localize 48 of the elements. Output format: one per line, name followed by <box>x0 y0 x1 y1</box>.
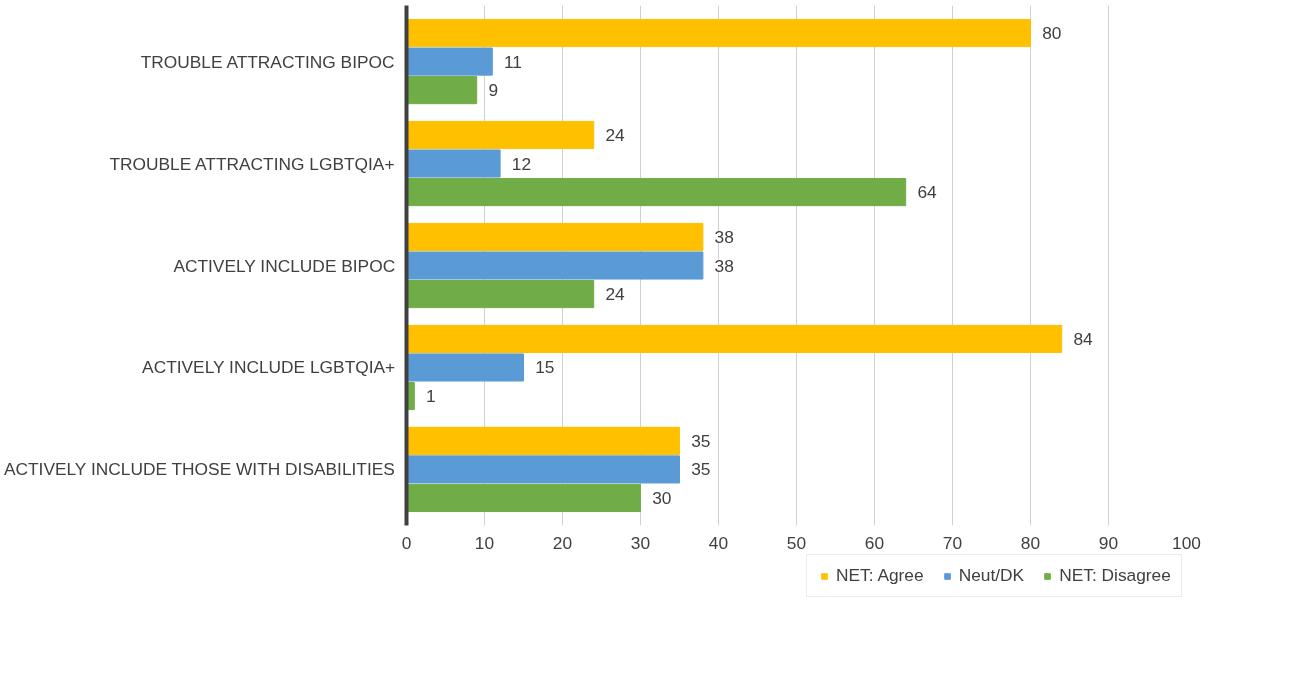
x-tick-label: 80 <box>1020 532 1041 553</box>
data-label: 1 <box>426 386 436 407</box>
bar <box>406 18 1031 48</box>
x-tick-label: 10 <box>474 532 495 553</box>
bar <box>406 455 680 484</box>
x-tick-label: 40 <box>708 532 729 553</box>
legend-label: NET: Agree <box>836 565 924 586</box>
data-label: 24 <box>605 284 626 305</box>
data-label: 38 <box>714 255 734 276</box>
data-label: 35 <box>691 459 711 480</box>
y-tick-label: ACTIVELY INCLUDE LGBTQIA+ <box>142 357 396 378</box>
bar <box>406 76 478 105</box>
data-label: 9 <box>488 80 499 101</box>
data-label: 15 <box>535 357 555 378</box>
data-label: 84 <box>1073 328 1094 349</box>
data-label: 30 <box>652 487 672 508</box>
y-tick-label: ACTIVELY INCLUDE BIPOC <box>173 255 396 276</box>
bar <box>406 149 501 178</box>
bar <box>406 426 680 455</box>
x-tick-label: 0 <box>401 532 412 553</box>
bar <box>406 178 907 207</box>
data-label: 35 <box>691 430 711 451</box>
x-tick-label: 70 <box>942 532 963 553</box>
data-label: 38 <box>714 226 734 247</box>
data-label: 24 <box>605 124 626 145</box>
data-label: 12 <box>511 153 532 174</box>
x-tick-label: 100 <box>1172 532 1201 553</box>
bar <box>406 353 524 382</box>
y-tick-label: ACTIVELY INCLUDE THOSE WITH DISABILITIES <box>3 459 395 480</box>
data-label: 64 <box>917 182 938 203</box>
legend-label: Neut/DK <box>958 565 1025 586</box>
legend-label: NET: Disagree <box>1059 565 1171 586</box>
y-tick-label: TROUBLE ATTRACTING BIPOC <box>140 51 395 72</box>
bar <box>406 222 704 252</box>
x-tick-label: 30 <box>630 532 651 553</box>
bar <box>406 483 641 513</box>
x-tick-label: 60 <box>864 532 885 553</box>
x-tick-label: 50 <box>786 532 807 553</box>
bar <box>406 47 493 76</box>
data-label: 80 <box>1042 23 1062 44</box>
bar <box>406 279 595 309</box>
bar <box>406 251 704 280</box>
data-label: 11 <box>504 51 522 72</box>
bar <box>406 120 595 150</box>
bar <box>406 324 1063 353</box>
y-tick-label: TROUBLE ATTRACTING LGBTQIA+ <box>109 153 395 174</box>
x-tick-label: 90 <box>1098 532 1119 553</box>
x-tick-label: 20 <box>552 532 573 553</box>
